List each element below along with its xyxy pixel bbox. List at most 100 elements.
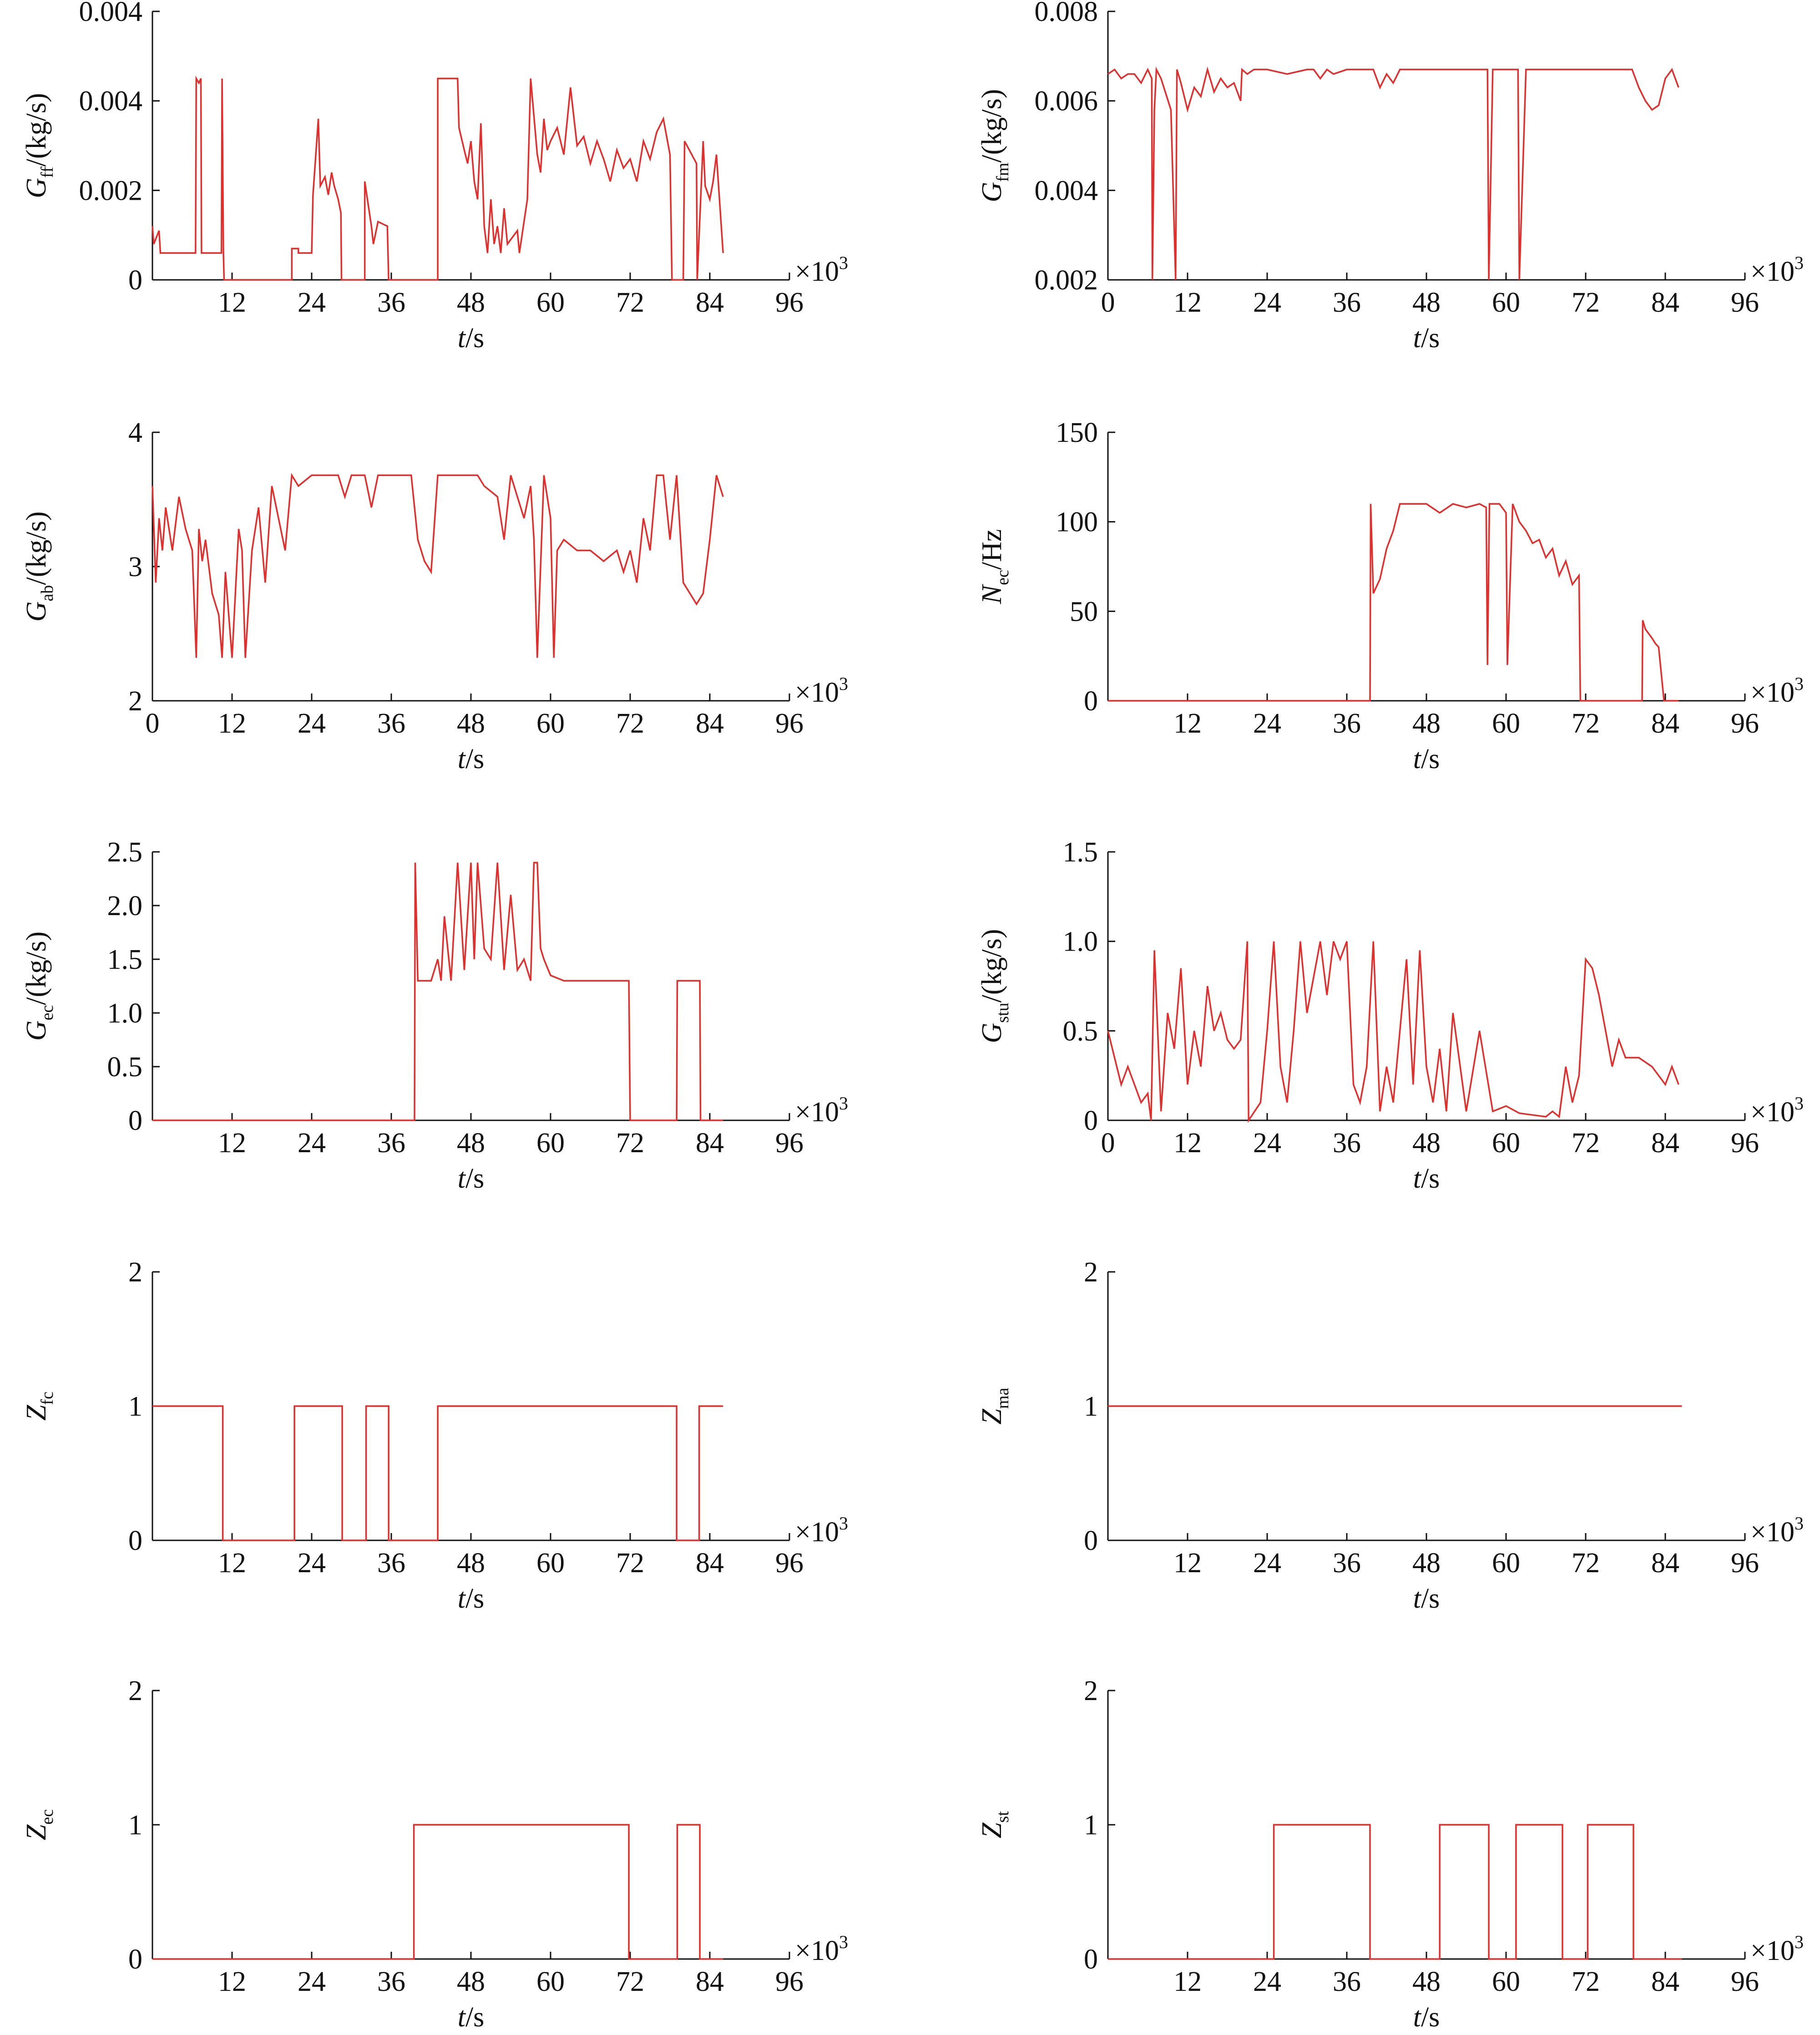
x-tick-label: 36	[1333, 708, 1361, 739]
x-tick-label: 24	[298, 1548, 326, 1579]
y-tick-label: 0	[1084, 1525, 1098, 1556]
series-line-1	[1108, 1824, 1682, 1960]
x-tick-label: 36	[377, 1966, 405, 1997]
x-tick-label: 84	[696, 708, 724, 739]
x-multiplier-label: ×103	[1750, 1093, 1804, 1128]
y-tick-label: 0	[128, 1944, 142, 1975]
x-tick-label: 96	[775, 708, 804, 739]
x-tick-label: 60	[536, 1128, 565, 1159]
x-tick-label: 12	[1173, 287, 1202, 318]
x-tick-label: 96	[1731, 287, 1759, 318]
series-line-1	[1107, 66, 1679, 280]
y-axis-label: Gec/(kg/s)	[21, 931, 57, 1041]
y-axis-label: Gstu/(kg/s)	[976, 929, 1012, 1043]
y-axis-label: Zfc	[21, 1392, 57, 1421]
x-tick-label: 12	[218, 708, 246, 739]
x-tick-label: 48	[1412, 1128, 1441, 1159]
x-tick-label: 72	[616, 287, 644, 318]
x-tick-label: 96	[775, 1128, 804, 1159]
x-axis-label: t/s	[458, 744, 485, 775]
x-tick-label: 24	[1253, 1128, 1281, 1159]
y-tick-label: 50	[1070, 596, 1098, 627]
x-tick-label: 60	[536, 287, 565, 318]
x-tick-label: 84	[1651, 1128, 1679, 1159]
x-tick-label: 24	[1253, 708, 1281, 739]
y-tick-label: 0.002	[79, 175, 143, 206]
x-tick-label: 60	[1492, 1966, 1520, 1997]
x-tick-label: 12	[1173, 1128, 1202, 1159]
x-axis-label: t/s	[1413, 744, 1440, 775]
x-tick-label: 84	[696, 1128, 724, 1159]
y-tick-label: 0.004	[1035, 175, 1098, 206]
x-axis-label: t/s	[1413, 323, 1440, 354]
x-tick-label: 84	[696, 1548, 724, 1579]
x-tick-label: 12	[1173, 708, 1202, 739]
y-tick-label: 2	[128, 686, 142, 717]
x-tick-label: 96	[1731, 1128, 1759, 1159]
x-tick-label: 60	[536, 1548, 565, 1579]
x-tick-label: 60	[1492, 1128, 1520, 1159]
y-tick-label: 100	[1056, 507, 1098, 538]
x-tick-label: 0	[1101, 1128, 1115, 1159]
x-tick-label: 48	[457, 1548, 485, 1579]
x-tick-label: 72	[1572, 287, 1600, 318]
x-axis-label: t/s	[458, 323, 485, 354]
x-axis-label: t/s	[458, 1163, 485, 1194]
x-tick-label: 60	[1492, 708, 1520, 739]
chart-panel-1: 12 24 36 48 60 72 84 96 0 0.002 0.004 0.004 ×103 t/s G…	[21, 0, 848, 354]
y-tick-label: 2	[128, 1257, 142, 1288]
series-line-1	[152, 1824, 723, 1960]
x-tick-label: 12	[1173, 1966, 1202, 1997]
x-tick-label: 60	[1492, 1548, 1520, 1579]
x-tick-label: 48	[457, 287, 485, 318]
x-tick-label: 84	[696, 1966, 724, 1997]
x-tick-label: 12	[1173, 1548, 1202, 1579]
x-tick-label: 12	[218, 287, 246, 318]
chart-panel-6: 0 12 24 36 48 60 72 84 96 0 0.5 1.0 1.5 ×103 t/s Gstu/(…	[976, 837, 1804, 1194]
x-axis-label: t/s	[458, 2002, 485, 2033]
y-tick-label: 4	[128, 417, 142, 448]
y-tick-label: 3	[128, 552, 142, 582]
y-tick-label: 1	[1084, 1391, 1098, 1422]
x-tick-label: 48	[1412, 708, 1441, 739]
x-multiplier-label: ×103	[795, 1513, 848, 1548]
y-axis-label: Zma	[976, 1387, 1012, 1424]
chart-panel-3: 0 12 24 36 48 60 72 84 96 2 3 4 ×103 t/s Gab/(kg/s)	[21, 417, 848, 775]
y-tick-label: 2	[1084, 1257, 1098, 1288]
x-tick-label: 36	[377, 1548, 405, 1579]
x-tick-label: 60	[1492, 287, 1520, 318]
x-tick-label: 72	[616, 1966, 644, 1997]
x-tick-label: 84	[696, 287, 724, 318]
x-tick-label: 36	[377, 708, 405, 739]
x-tick-label: 12	[218, 1128, 246, 1159]
x-tick-label: 96	[1731, 708, 1759, 739]
chart-panel-2: 0 12 24 36 48 60 72 84 96 0.002 0.004 0.006 0.008 ×10…	[976, 0, 1804, 354]
series-line-1	[152, 1405, 723, 1541]
y-tick-label: 0	[1084, 1944, 1098, 1975]
x-multiplier-label: ×103	[795, 253, 848, 287]
x-tick-label: 48	[1412, 1548, 1441, 1579]
x-multiplier-label: ×103	[795, 1093, 848, 1128]
y-tick-label: 0	[1084, 686, 1098, 717]
y-axis-label: Zst	[976, 1811, 1012, 1838]
series-line-1	[1107, 941, 1679, 1123]
y-tick-label: 1	[1084, 1810, 1098, 1841]
x-tick-label: 72	[616, 1128, 644, 1159]
y-tick-label: 1.0	[107, 998, 143, 1029]
x-tick-label: 84	[1651, 708, 1679, 739]
x-tick-label: 24	[298, 1128, 326, 1159]
y-tick-label: 0.004	[79, 0, 143, 27]
x-multiplier-label: ×103	[795, 673, 848, 708]
y-tick-label: 0.004	[79, 86, 143, 117]
y-tick-label: 2.5	[107, 837, 143, 868]
x-tick-label: 60	[536, 708, 565, 739]
series-line-1	[1108, 503, 1679, 702]
x-tick-label: 36	[1333, 1128, 1361, 1159]
x-tick-label: 24	[298, 708, 326, 739]
x-tick-label: 24	[1253, 1548, 1281, 1579]
x-multiplier-label: ×103	[1750, 673, 1804, 708]
x-tick-label: 72	[1572, 1128, 1600, 1159]
y-axis-label: Zec	[21, 1809, 57, 1840]
